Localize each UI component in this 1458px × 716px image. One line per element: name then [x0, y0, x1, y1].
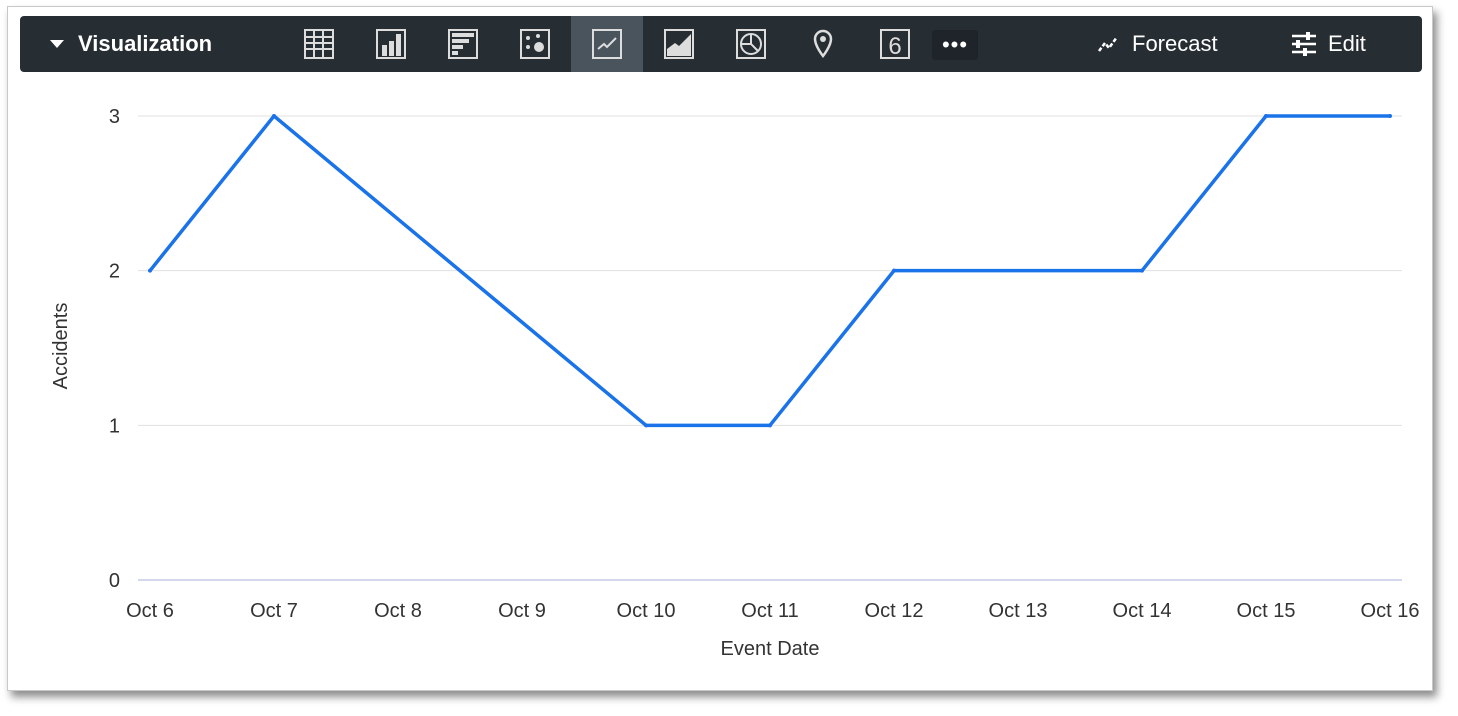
data-point [892, 268, 896, 273]
more-viz-button[interactable]: ••• [932, 30, 978, 60]
x-tick-label: Oct 13 [989, 600, 1048, 622]
viz-button-area-chart[interactable] [643, 16, 715, 72]
x-axis-title: Event Date [721, 638, 820, 660]
data-point [644, 423, 648, 428]
caret-down-icon [50, 40, 64, 48]
viz-button-single-value[interactable]: 6 [859, 16, 931, 72]
viz-button-scatter-chart[interactable] [499, 16, 571, 72]
visualization-toolbar: Visualization 6 ••• Forecast Edit [20, 16, 1422, 72]
viz-button-column-chart[interactable] [355, 16, 427, 72]
svg-text:6: 6 [888, 33, 901, 60]
edit-button[interactable]: Edit [1290, 16, 1366, 72]
y-tick-label: 0 [109, 570, 120, 592]
forecast-button[interactable]: Forecast [1096, 16, 1218, 72]
line-chart-icon [592, 29, 622, 59]
viz-button-line-chart[interactable] [571, 16, 643, 72]
more-icon: ••• [941, 32, 969, 57]
x-tick-label: Oct 10 [617, 600, 676, 622]
x-tick-label: Oct 12 [865, 600, 924, 622]
forecast-label: Forecast [1132, 31, 1218, 56]
x-tick-label: Oct 9 [498, 600, 546, 622]
series-line [148, 114, 1390, 428]
data-point [768, 423, 772, 428]
viz-button-bar-chart[interactable] [427, 16, 499, 72]
visualization-title: Visualization [78, 31, 213, 56]
column-chart-icon [376, 29, 406, 59]
y-tick-label: 1 [109, 415, 120, 437]
map-pin-icon [813, 29, 833, 59]
settings-sliders-icon [1292, 32, 1316, 56]
viz-button-map-pin[interactable] [787, 16, 859, 72]
bar-chart-icon [448, 29, 478, 59]
data-point [1388, 114, 1392, 118]
area-chart-icon [664, 29, 694, 59]
viz-button-table[interactable] [283, 16, 355, 72]
y-tick-label: 2 [109, 261, 120, 283]
x-tick-label: Oct 8 [374, 600, 422, 622]
scatter-chart-icon [520, 29, 550, 59]
forecast-icon [1098, 36, 1119, 52]
visualization-panel [7, 6, 1433, 691]
single-value-icon: 6 [880, 29, 910, 60]
x-tick-label: Oct 7 [250, 600, 298, 622]
x-tick-label: Oct 6 [126, 600, 174, 622]
y-axis-title: Accidents [50, 303, 72, 390]
x-tick-label: Oct 16 [1361, 600, 1420, 622]
pie-chart-icon [736, 29, 766, 59]
data-point [1140, 268, 1144, 273]
data-point [1264, 114, 1268, 118]
x-tick-label: Oct 15 [1237, 600, 1296, 622]
x-tick-label: Oct 14 [1113, 600, 1172, 622]
visualization-toggle[interactable]: Visualization [50, 16, 212, 72]
y-tick-label: 3 [109, 106, 120, 128]
data-point [272, 114, 276, 118]
table-icon [304, 29, 334, 59]
viz-button-pie-chart[interactable] [715, 16, 787, 72]
x-tick-label: Oct 11 [741, 600, 798, 622]
edit-label: Edit [1328, 31, 1366, 56]
data-point [148, 268, 152, 273]
